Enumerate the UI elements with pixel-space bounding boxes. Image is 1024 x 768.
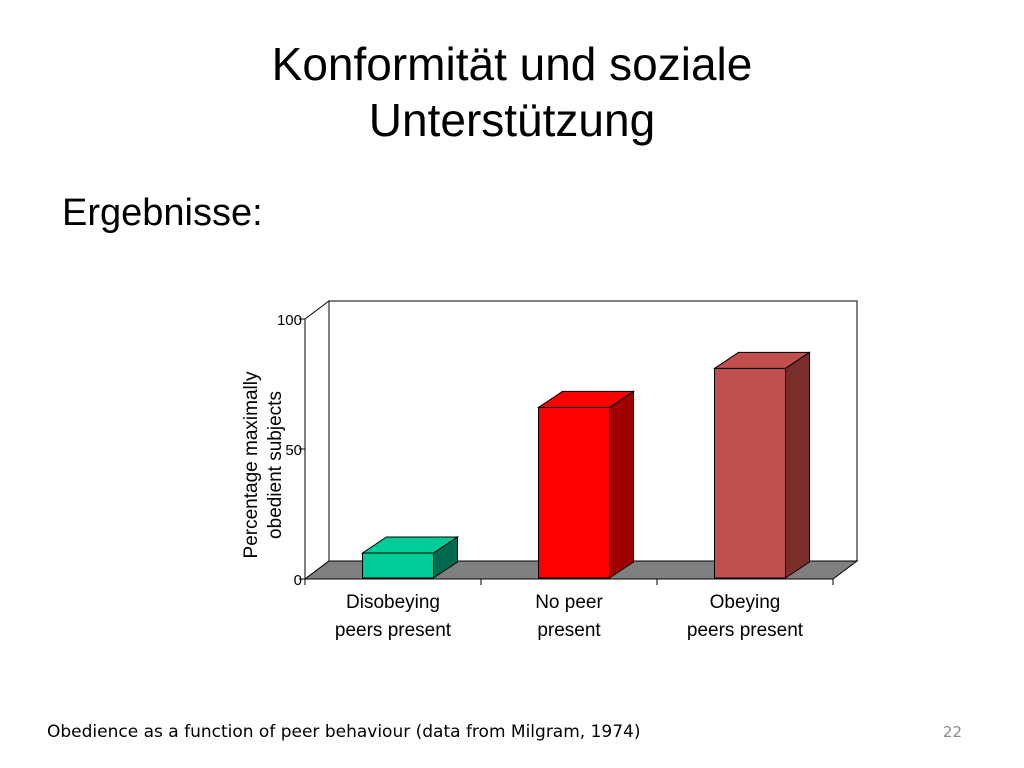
category-label-line: No peer: [535, 592, 603, 613]
category-label-line: present: [537, 620, 601, 641]
category-label: Obeying peers present: [687, 592, 804, 641]
bar-side: [433, 536, 458, 579]
y-axis-label-line: Percentage maximally: [241, 371, 262, 558]
category-label: Disobeying peers present: [335, 592, 452, 641]
y-axis-ticks: 0 50 100: [277, 312, 305, 589]
y-tick-label: 100: [277, 312, 302, 329]
plot-side-wall: [304, 300, 330, 580]
bar-front: [362, 552, 434, 579]
slide-title: Konformität und soziale Unterstützung: [0, 36, 1024, 148]
bar: [536, 390, 636, 579]
bar: [360, 536, 460, 579]
bar-front: [714, 367, 786, 579]
slide-title-line-1: Konformität und soziale: [271, 38, 753, 90]
bar: [712, 351, 812, 579]
y-tick-label: 0: [294, 572, 302, 589]
page-number: 22: [942, 723, 962, 741]
y-tick-label: 50: [285, 442, 302, 459]
bars: [360, 351, 812, 579]
category-label: No peer present: [535, 592, 603, 641]
category-label-line: peers present: [335, 620, 452, 641]
bar-side: [785, 351, 810, 579]
slide-title-line-2: Unterstützung: [368, 94, 656, 146]
bar-front: [538, 406, 610, 579]
x-category-labels: Disobeying peers present No peer present Obe…: [335, 592, 804, 641]
category-label-line: Obeying: [710, 592, 781, 613]
bar-side: [609, 390, 634, 579]
category-label-line: peers present: [687, 620, 804, 641]
x-axis-ticks: [304, 579, 834, 585]
results-heading: Ergebnisse:: [62, 192, 263, 234]
y-axis-label: Percentage maximally obedient subjects: [241, 371, 286, 558]
category-label-line: Disobeying: [346, 592, 440, 613]
y-axis-label-line: obedient subjects: [265, 391, 286, 539]
figure-caption: Obedience as a function of peer behaviou…: [47, 722, 641, 742]
